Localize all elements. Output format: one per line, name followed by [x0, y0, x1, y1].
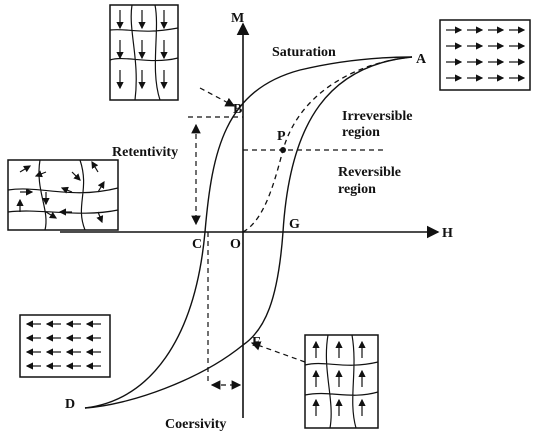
label-retentivity: Retentivity — [112, 145, 178, 160]
domain-arrow — [34, 170, 47, 178]
domain-arrow — [71, 171, 81, 181]
label-saturation: Saturation — [272, 45, 336, 60]
point-p: P — [277, 129, 286, 144]
domain-arrow — [45, 211, 58, 219]
upper-branch — [84, 56, 413, 409]
domain-arrow — [91, 160, 99, 173]
domain-arrow — [60, 186, 73, 194]
domain-arrows — [7, 4, 526, 429]
axis-label-m: M — [231, 11, 244, 26]
point-b: B — [233, 102, 242, 117]
domain-arrow — [97, 180, 105, 193]
label-coersivity: Coersivity — [165, 417, 226, 432]
point-o: O — [230, 237, 241, 252]
guides — [188, 87, 385, 390]
domain-wall — [304, 334, 379, 429]
domain-wall — [109, 4, 179, 101]
point-f: F — [252, 335, 261, 350]
domain-box-bottom — [304, 334, 379, 429]
initial-curve — [242, 56, 413, 233]
point-a: A — [416, 52, 427, 67]
axis-label-h: H — [442, 226, 453, 241]
label-reversible-2: region — [338, 182, 376, 197]
point-g: G — [289, 217, 300, 232]
domain-box-bottom-left — [19, 314, 111, 378]
point-c: C — [192, 237, 202, 252]
domain-arrow — [96, 211, 104, 224]
label-irreversible-1: Irreversible — [342, 109, 413, 124]
point-d: D — [65, 397, 75, 412]
label-irreversible-2: region — [342, 125, 380, 140]
domain-arrow — [19, 165, 32, 173]
label-reversible-1: Reversible — [338, 165, 401, 180]
lower-branch — [84, 56, 413, 409]
